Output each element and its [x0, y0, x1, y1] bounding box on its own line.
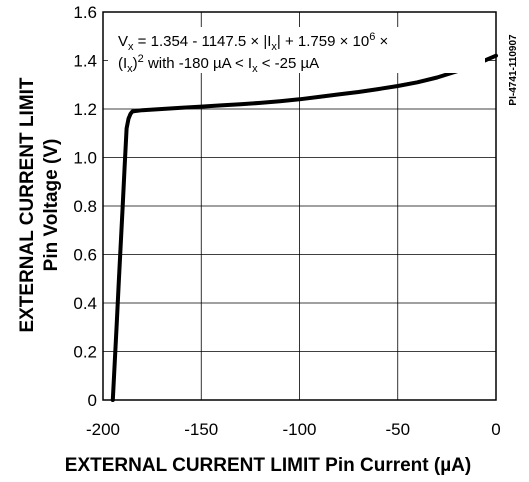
annotation-l1-p4: × — [375, 33, 388, 50]
y-axis-title-line-1: EXTERNAL CURRENT LIMIT — [17, 77, 38, 332]
annotation-l1-v: V — [118, 33, 128, 50]
annotation-l2-sup: 2 — [138, 53, 144, 65]
data-line — [110, 53, 498, 402]
annotation-l2-sub2: x — [252, 63, 258, 75]
annotation-line-1: Vx = 1.354 - 1147.5 × |Ix| + 1.759 × 106… — [118, 31, 388, 53]
y-tick-label: 1.4 — [73, 52, 97, 71]
annotation-l2-p1: (I — [118, 55, 127, 72]
y-tick-labels: 0 0.2 0.4 0.6 0.8 1.0 1.2 1.4 1.6 — [73, 3, 97, 410]
y-tick-label: 1.2 — [73, 100, 97, 119]
x-tick-label: -200 — [86, 420, 120, 439]
x-tick-labels: -200 -150 -100 -50 0 — [86, 420, 501, 439]
annotation-background — [108, 27, 485, 73]
annotation-line-2: (Ix)2 with -180 µA < Ix < -25 µA — [118, 53, 319, 75]
annotation-l2-p3: with -180 µA < I — [144, 55, 252, 72]
y-tick-label: 0.4 — [73, 294, 97, 313]
document-id: PI-4741-110907 — [508, 34, 519, 106]
y-tick-label: 1.0 — [73, 149, 97, 168]
annotation-l2-sub1: x — [127, 63, 133, 75]
y-tick-label: 1.6 — [73, 3, 97, 22]
annotation-l1-p3: | + 1.759 × 10 — [277, 33, 369, 50]
plot-frame — [102, 11, 497, 401]
y-tick-label: 0 — [88, 391, 97, 410]
x-axis-title: EXTERNAL CURRENT LIMIT Pin Current (µA) — [65, 455, 471, 476]
y-tick-label: 0.8 — [73, 197, 97, 216]
y-tick-label: 0.6 — [73, 246, 97, 265]
annotation-l2-p4: < -25 µA — [258, 55, 320, 72]
annotation-l1-sub1: x — [128, 41, 134, 53]
x-tick-label: -100 — [282, 420, 316, 439]
y-tick-label: 0.2 — [73, 343, 97, 362]
annotation-l1-sub2: x — [271, 41, 277, 53]
y-axis-title-line-2: Pin Voltage (V) — [41, 139, 62, 272]
x-tick-label: 0 — [491, 420, 500, 439]
annotation-l1-p2: = 1.354 - 1147.5 × |I — [134, 33, 272, 50]
x-tick-label: -150 — [184, 420, 218, 439]
annotation-l2-p2: ) — [133, 55, 138, 72]
x-tick-label: -50 — [385, 420, 410, 439]
annotation-l1-sup: 6 — [369, 31, 375, 43]
